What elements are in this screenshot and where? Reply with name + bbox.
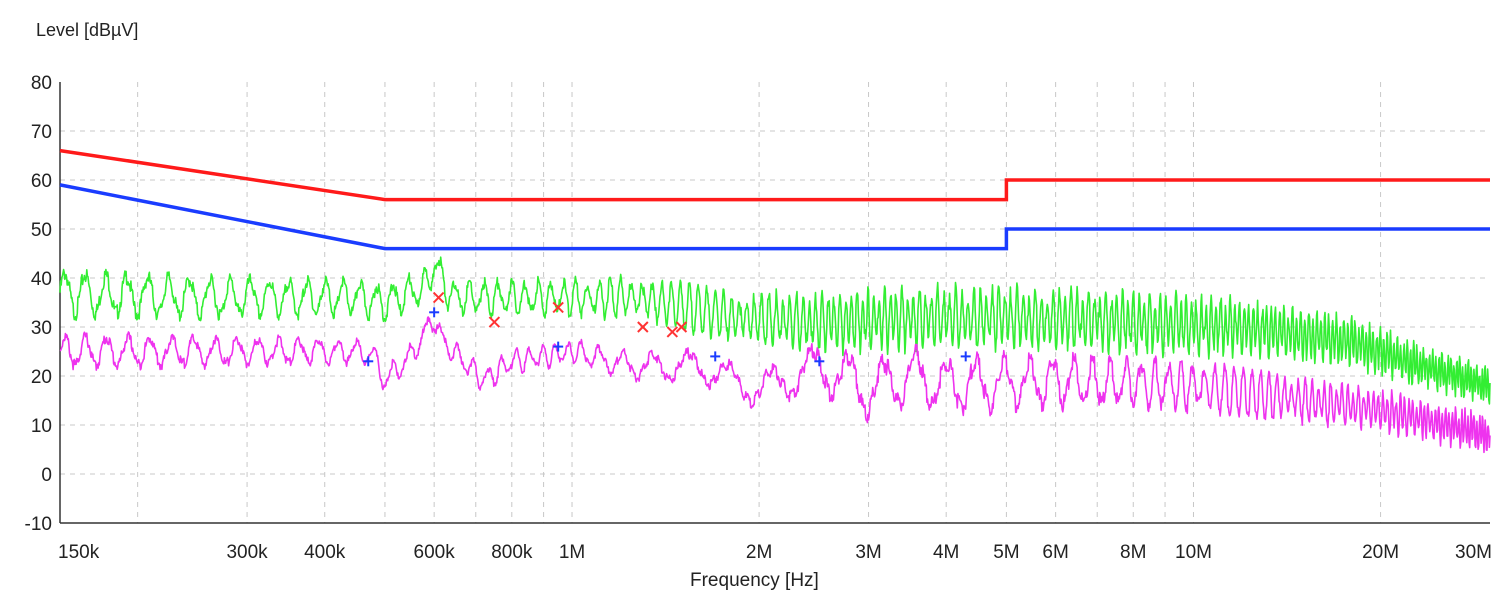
plus-marker [429,307,440,318]
measurement-trace-1 [59,256,1491,405]
x-tick-label: 300k [226,542,268,563]
y-tick-label: 80 [31,73,52,94]
y-tick-label: 10 [31,416,52,437]
x-tick-label: 400k [304,542,346,563]
limit-line-1 [59,148,1490,202]
x-marker [488,316,501,328]
y-tick-label: 50 [31,220,52,241]
x-marker [637,321,649,333]
plus-marker [814,356,825,367]
y-axis-label: Level [dBµV] [36,20,139,40]
x-tick-label: 3M [855,542,881,563]
x-axis-label: Frequency [Hz] [690,570,819,591]
plus-marker [710,351,721,362]
y-tick-label: 60 [31,171,52,192]
x-tick-label: 600k [414,542,456,563]
x-tick-label: 2M [746,542,772,563]
plus-marker [363,356,374,367]
plus-marker [553,341,564,352]
x-tick-label: 800k [491,542,533,563]
y-tick-label: 70 [31,122,52,143]
measurement-trace-2 [59,316,1491,454]
x-marker [675,321,688,333]
x-marker [666,326,679,338]
x-tick-label: 150k [58,542,100,563]
y-tick-label: 20 [31,367,52,388]
limit-line-2 [59,183,1490,251]
x-tick-label: 1M [559,542,585,563]
x-tick-label: 4M [933,542,959,563]
x-tick-label: 10M [1175,542,1212,563]
x-tick-label: 6M [1042,542,1068,563]
x-marker [432,291,445,304]
x-tick-label: 8M [1120,542,1146,563]
y-tick-label: 40 [31,269,52,290]
x-tick-label: 20M [1362,542,1399,563]
x-marker [552,301,564,314]
y-tick-label: 0 [41,465,52,486]
x-tick-label: 30M [1455,542,1492,563]
y-tick-label: -10 [25,514,52,535]
x-tick-label: 5M [993,542,1019,563]
plus-marker [960,351,971,362]
y-tick-label: 30 [31,318,52,339]
